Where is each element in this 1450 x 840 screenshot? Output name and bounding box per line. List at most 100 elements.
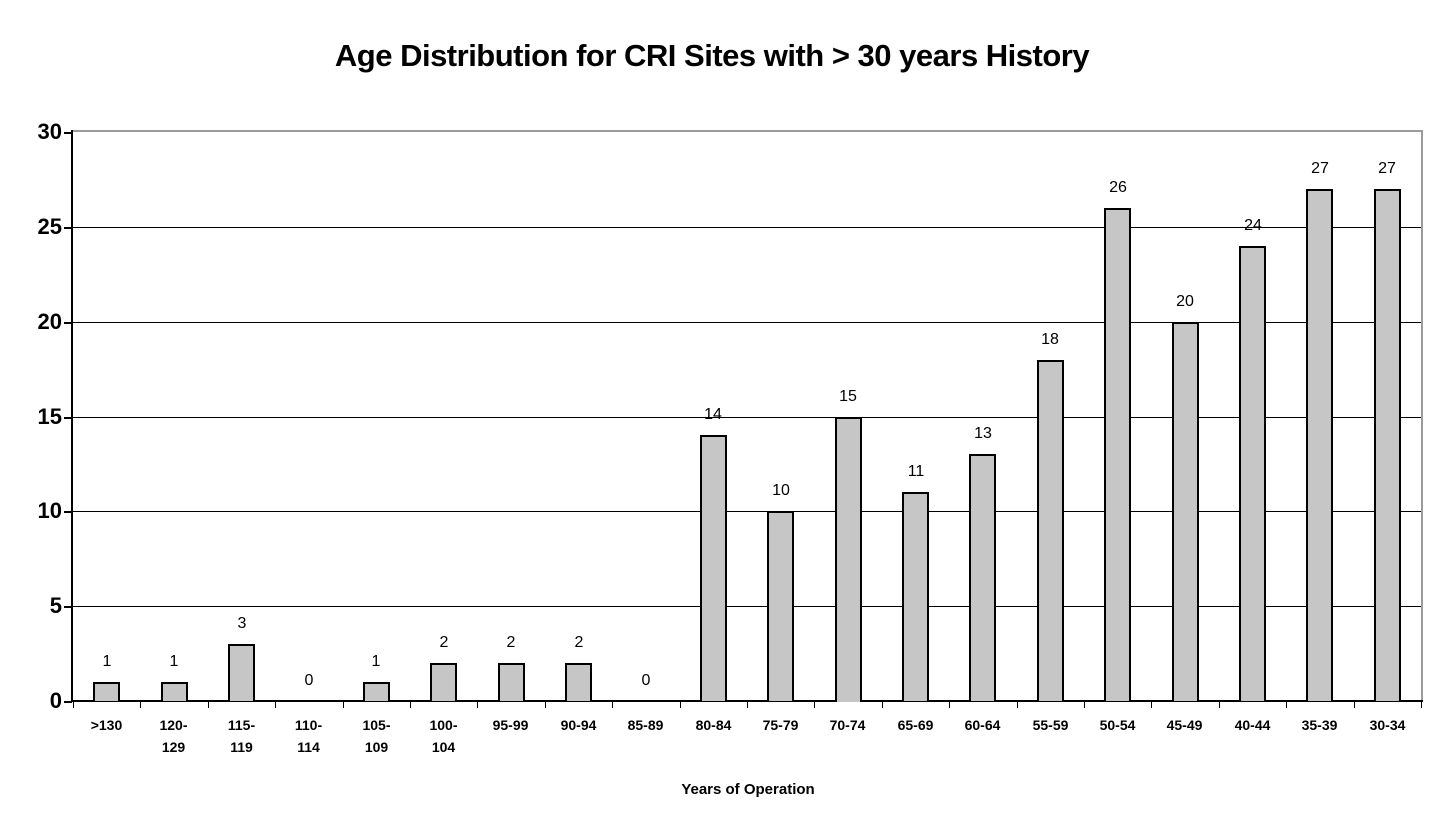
bar-value-label: 3 (237, 615, 247, 632)
y-tick-label: 5 (49, 593, 62, 618)
x-tick-label-line: 109 (364, 739, 389, 755)
x-tick-label-line: 65-69 (897, 717, 934, 733)
x-axis-tick (949, 702, 950, 708)
bar-value-label: 24 (1244, 217, 1262, 234)
y-tick-label: 30 (37, 119, 62, 144)
bar-value-label: 2 (506, 634, 516, 651)
y-tick-label: 15 (37, 404, 62, 429)
bar (565, 663, 592, 701)
x-axis-tick (73, 702, 74, 708)
x-tick-label-line: 50-54 (1099, 717, 1136, 733)
x-tick-label-line: 30-34 (1369, 717, 1406, 733)
x-tick-label-line: 95-99 (492, 717, 529, 733)
x-axis-tick (612, 702, 613, 708)
x-tick-label-line: 85-89 (627, 717, 664, 733)
x-axis-tick (1286, 702, 1287, 708)
x-tick-label: 65-69 (882, 714, 949, 736)
bar-value-label: 15 (839, 388, 857, 405)
bar (767, 511, 794, 701)
gridline (73, 322, 1421, 323)
bar (1037, 360, 1064, 701)
x-tick-label-line: 55-59 (1032, 717, 1069, 733)
x-tick-label-line: 70-74 (829, 717, 866, 733)
x-axis-tick (545, 702, 546, 708)
x-tick-label: 120- 129 (140, 714, 207, 758)
bar-value-label: 13 (974, 425, 992, 442)
x-tick-label-line: 119 (230, 739, 253, 755)
bar (1239, 246, 1266, 701)
x-tick-label: 45-49 (1151, 714, 1218, 736)
x-tick-label: 85-89 (612, 714, 679, 736)
x-axis-line (71, 700, 1423, 702)
bar (969, 454, 996, 701)
bar (93, 682, 120, 701)
x-tick-label-line: 35-39 (1301, 717, 1338, 733)
x-tick-label-line: 120- (159, 717, 188, 733)
x-axis-tick (747, 702, 748, 708)
y-axis-tick (64, 132, 72, 134)
x-tick-label-line: 115- (227, 717, 256, 733)
bar (228, 644, 255, 701)
x-axis-tick (275, 702, 276, 708)
x-tick-label-line: 110- (294, 717, 323, 733)
bar (1374, 189, 1401, 701)
bar-value-label: 10 (772, 482, 790, 499)
bar (835, 417, 862, 702)
y-axis-tick (64, 417, 72, 419)
x-tick-label: >130 (73, 714, 140, 736)
gridline (73, 606, 1421, 607)
x-tick-label: 30-34 (1354, 714, 1421, 736)
y-tick-label: 25 (37, 214, 62, 239)
y-axis-tick (64, 606, 72, 608)
x-axis-tick (343, 702, 344, 708)
bar (1172, 322, 1199, 701)
x-tick-label-line: 105- (362, 717, 391, 733)
bar (902, 492, 929, 701)
x-axis-tick (208, 702, 209, 708)
x-axis-tick (1151, 702, 1152, 708)
x-axis-tick (814, 702, 815, 708)
y-tick-label: 10 (37, 498, 62, 523)
x-tick-label: 80-84 (680, 714, 747, 736)
x-tick-label-line: 75-79 (762, 717, 799, 733)
bar-value-label: 2 (439, 634, 449, 651)
bar-value-label: 0 (641, 672, 651, 689)
x-axis-tick (477, 702, 478, 708)
x-tick-label: 90-94 (545, 714, 612, 736)
x-tick-label-line: 90-94 (560, 717, 597, 733)
x-tick-label: 35-39 (1286, 714, 1353, 736)
bar (161, 682, 188, 701)
x-tick-label-line: 60-64 (964, 717, 1001, 733)
x-axis-tick (1017, 702, 1018, 708)
x-axis-title: Years of Operation (681, 781, 815, 798)
x-tick-label-line: 114 (297, 739, 320, 755)
bar (1306, 189, 1333, 701)
gridline (73, 511, 1421, 512)
x-axis-tick (1421, 702, 1422, 708)
x-tick-label-line: 129 (161, 739, 186, 755)
x-tick-label: 100- 104 (410, 714, 477, 758)
x-tick-label: 75-79 (747, 714, 814, 736)
plot-area-top-border (73, 130, 1423, 132)
bar-value-label: 1 (169, 653, 179, 670)
x-tick-label: 70-74 (814, 714, 881, 736)
x-tick-label-line: 104 (431, 739, 456, 755)
x-axis-tick (1084, 702, 1085, 708)
bar-value-label: 2 (574, 634, 584, 651)
y-tick-label: 0 (49, 688, 62, 713)
bar (363, 682, 390, 701)
bar-value-label: 18 (1041, 331, 1059, 348)
x-tick-label: 40-44 (1219, 714, 1286, 736)
x-tick-label-line: 40-44 (1234, 717, 1271, 733)
x-tick-label: 55-59 (1017, 714, 1084, 736)
x-tick-label-line: 80-84 (695, 717, 732, 733)
y-tick-label: 20 (37, 309, 62, 334)
bar-value-label: 26 (1109, 179, 1127, 196)
y-axis-line (71, 130, 73, 702)
plot-area-right-border (1421, 130, 1423, 701)
x-axis-tick (1219, 702, 1220, 708)
x-axis-tick (140, 702, 141, 708)
bar (430, 663, 457, 701)
bar (498, 663, 525, 701)
x-axis-tick (882, 702, 883, 708)
